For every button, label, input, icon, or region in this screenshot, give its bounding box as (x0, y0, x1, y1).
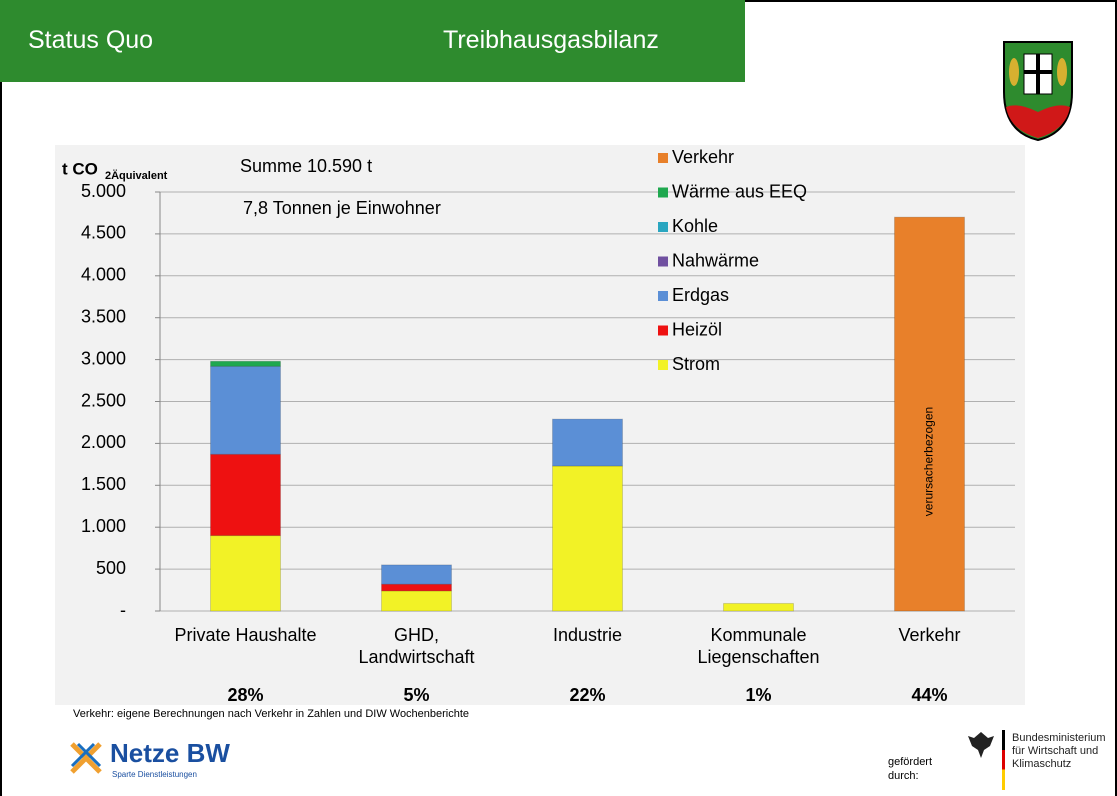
y-tick-label: 3.000 (81, 348, 126, 368)
per-capita-annotation: 7,8 Tonnen je Einwohner (243, 198, 441, 218)
legend-label: Strom (672, 354, 720, 374)
y-axis-label: t CO (62, 159, 98, 178)
legend-swatch (658, 153, 668, 163)
header-left: Status Quo (28, 26, 154, 54)
coat-of-arms (1003, 41, 1073, 142)
logo-sub: Sparte Dienstleistungen (112, 770, 197, 779)
legend-label: Nahwärme (672, 250, 759, 270)
legend-label: Wärme aus EEQ (672, 181, 807, 201)
y-tick-label: - (120, 600, 126, 620)
legend-swatch (658, 256, 668, 267)
share-label: 5% (403, 685, 429, 705)
y-tick-label: 5.000 (81, 181, 126, 201)
y-tick-label: 4.000 (81, 265, 126, 285)
x-tick-label: GHD, Landwirtschaft (358, 625, 475, 667)
bar-segment (210, 365, 281, 455)
ministry-text: Bundesministerium für Wirtschaft und Kli… (1012, 732, 1106, 770)
bar-segment (381, 583, 452, 592)
legend-label: Kohle (672, 216, 718, 236)
bar-segment (210, 453, 281, 537)
flag-bar (1002, 730, 1005, 790)
bar-segment (552, 418, 623, 467)
y-tick-label: 2.000 (81, 432, 126, 452)
x-tick-label: Private Haushalte (174, 625, 317, 645)
x-tick-label: Kommunale Liegenschaften (697, 625, 820, 667)
plot-background (55, 145, 1025, 705)
logo-icon (70, 742, 102, 774)
share-label: 44% (911, 685, 947, 705)
y-tick-label: 1.000 (81, 516, 126, 536)
x-tick-label: Industrie (552, 625, 623, 645)
eagle (968, 732, 994, 758)
netze-logo: Netze BW Sparte Dienstleistungen (68, 738, 268, 788)
bar-note: verursacherbezogen (922, 407, 936, 516)
funded-text: gefördert durch: (888, 756, 933, 782)
y-tick-label: 1.500 (81, 474, 126, 494)
y-tick-label: 2.500 (81, 390, 126, 410)
right-border (1115, 0, 1117, 796)
bar-segment (552, 465, 623, 612)
legend-swatch (658, 325, 668, 336)
legend-label: Heizöl (672, 319, 722, 339)
bar-segment (210, 535, 281, 612)
header-right: Treibhausgasbilanz (443, 26, 659, 54)
bar-segment (723, 602, 794, 612)
share-label: 1% (745, 685, 771, 705)
legend-swatch (658, 222, 668, 232)
bar-segment (894, 216, 965, 612)
bar-segment (381, 590, 452, 612)
y-axis-label-sub: 2Äquivalent (105, 169, 168, 182)
y-tick-label: 3.500 (81, 306, 126, 326)
x-tick-label: Verkehr (898, 625, 961, 645)
y-tick-label: 4.500 (81, 223, 126, 243)
source-note: Verkehr: eigene Berechnungen nach Verkeh… (73, 708, 469, 720)
y-tick-label: 500 (96, 558, 126, 578)
legend-swatch (658, 291, 668, 301)
bar-segment (210, 360, 281, 367)
legend-swatch (658, 360, 668, 370)
legend-label: Erdgas (672, 285, 729, 305)
legend-label: Verkehr (672, 147, 734, 167)
bar-segment (381, 564, 452, 585)
top-border (745, 0, 1117, 2)
left-border (0, 0, 2, 796)
logo-text: Netze BW (110, 738, 230, 768)
share-label: 22% (569, 685, 605, 705)
legend-swatch (658, 187, 668, 198)
sum-annotation: Summe 10.590 t (240, 156, 372, 176)
header-bar: Status Quo Treibhausgasbilanz (0, 0, 745, 82)
share-label: 28% (227, 685, 263, 705)
